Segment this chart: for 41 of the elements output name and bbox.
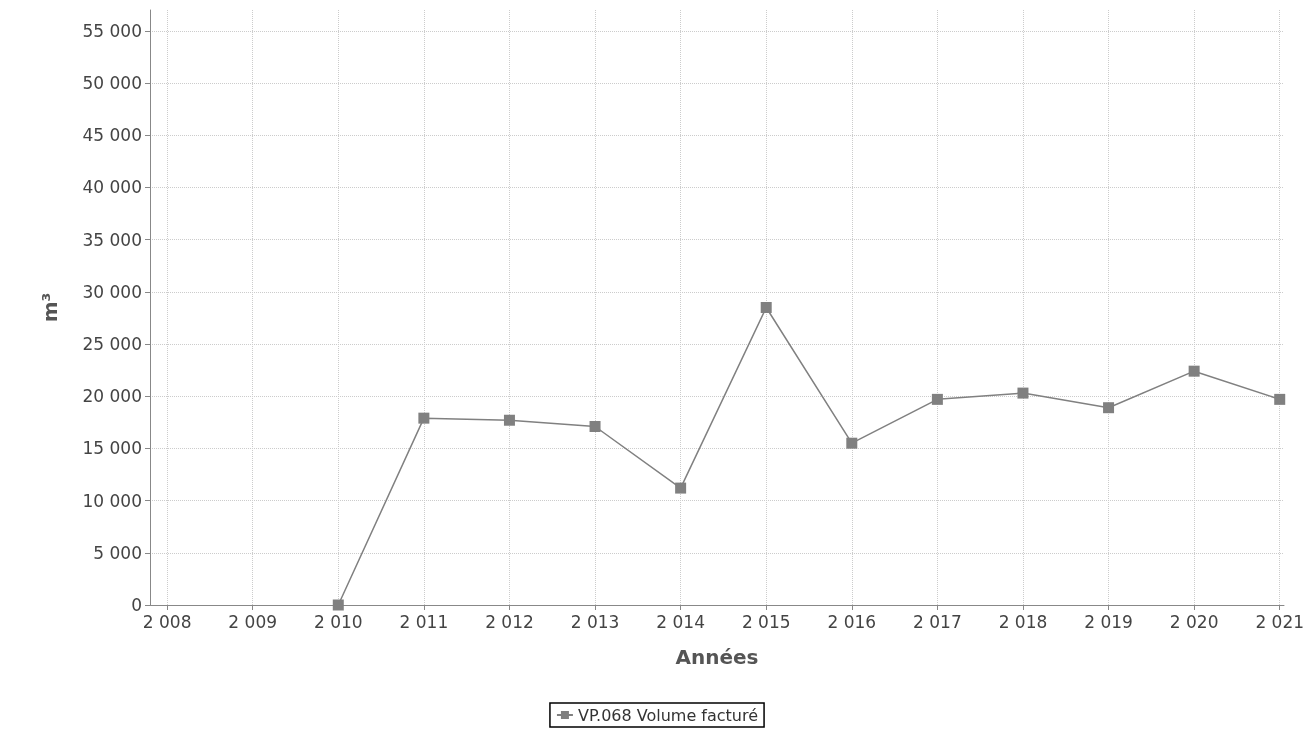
x-tick-label: 2 020 bbox=[1169, 611, 1219, 632]
point bbox=[503, 414, 515, 426]
y-tick-label: 30 000 bbox=[82, 281, 142, 302]
x-tick-label: 2 018 bbox=[998, 611, 1048, 632]
x-tick-label: 2 019 bbox=[1084, 611, 1133, 632]
y-tick-label: 45 000 bbox=[82, 125, 142, 146]
point bbox=[1103, 402, 1115, 414]
y-tick-label: 15 000 bbox=[82, 438, 142, 459]
y-tick-label: 40 000 bbox=[82, 177, 142, 198]
x-tick-label: 2 014 bbox=[656, 611, 705, 632]
point bbox=[1188, 365, 1200, 377]
x-tick-label: 2 011 bbox=[399, 611, 449, 632]
point bbox=[675, 482, 687, 494]
x-tick-label: 2 010 bbox=[313, 611, 363, 632]
point bbox=[589, 421, 601, 432]
y-tick-label: 25 000 bbox=[82, 334, 142, 355]
point bbox=[1274, 393, 1286, 405]
x-tick-label: 2 015 bbox=[741, 611, 791, 632]
x-tick-label: 2 012 bbox=[485, 611, 534, 632]
y-tick-label: 20 000 bbox=[82, 386, 142, 407]
x-tick-label: 2 017 bbox=[913, 611, 962, 632]
y-axis-title: m³ bbox=[38, 292, 62, 323]
point bbox=[760, 302, 772, 313]
y-tick-label: 5 000 bbox=[93, 542, 142, 563]
x-tick-label: 2 008 bbox=[142, 611, 192, 632]
x-tick-label: 2 016 bbox=[827, 611, 877, 632]
x-tick-label: 2 013 bbox=[570, 611, 620, 632]
legend-label: VP.068 Volume facturé bbox=[577, 705, 759, 725]
point bbox=[931, 393, 943, 405]
point bbox=[332, 599, 344, 611]
y-tick-label: 0 bbox=[131, 595, 142, 615]
x-axis-title: Années bbox=[675, 645, 759, 669]
y-tick-label: 35 000 bbox=[82, 229, 142, 250]
point bbox=[1017, 387, 1029, 399]
point bbox=[846, 437, 858, 449]
x-tick-label: 2 021 bbox=[1255, 611, 1305, 632]
y-tick-label: 55 000 bbox=[82, 20, 142, 41]
x-tick-label: 2 009 bbox=[228, 611, 278, 632]
y-tick-label: 10 000 bbox=[82, 490, 142, 511]
y-tick-label: 50 000 bbox=[82, 73, 142, 94]
point bbox=[418, 412, 430, 424]
